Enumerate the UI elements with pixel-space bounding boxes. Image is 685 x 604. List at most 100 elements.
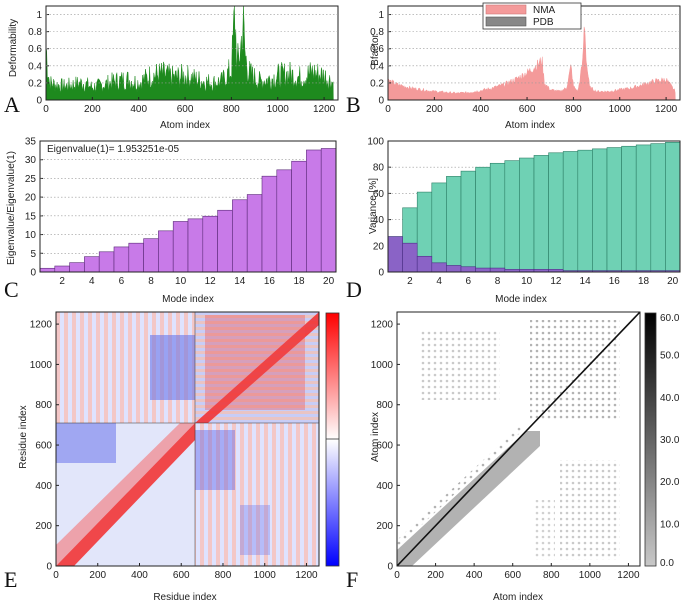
individual-variance-bar-1 — [387, 236, 403, 273]
panel-f-ylabel: Atom index — [370, 412, 381, 462]
panel-e-xtick-label-6: 1200 — [295, 570, 318, 581]
eigenvalue-bar-7 — [128, 242, 144, 273]
panel-label-b: B — [346, 92, 361, 117]
cumulative-variance-bar-20 — [665, 142, 681, 273]
panel-d-ytick-label-3: 60 — [373, 189, 385, 200]
eigenvalue-bar-11 — [187, 218, 204, 273]
heatmap-e-quadrant-bottom-right — [195, 423, 319, 566]
panel-a-ytick-label-1: 0.2 — [28, 78, 42, 89]
panel-b-xtick-label-4: 800 — [565, 104, 582, 115]
panel-b-xtick-label-3: 600 — [519, 104, 536, 115]
individual-variance-bar-4 — [431, 262, 447, 273]
heatmap-e-blue-region-4 — [240, 505, 270, 555]
colorbar-f-tick-label-5: 50.0 — [660, 351, 680, 362]
panel-e-ytick-label-0: 0 — [46, 562, 52, 573]
heatmap-f-offdiag-contacts-1 — [420, 330, 500, 400]
cumulative-variance-bar-4 — [431, 182, 447, 273]
panel-a-plot-area: 0 200 400 600 800 1000 1200 0 0.2 0.4 0.6 0.8 1 — [28, 5, 339, 115]
panel-b-ytick-label-0: 0 — [378, 96, 384, 107]
panel-e-xtick-label-1: 200 — [89, 570, 106, 581]
panel-f-ytick-label-5: 1000 — [371, 360, 394, 371]
panel-b-ytick-label-4: 0.8 — [370, 27, 384, 38]
cumulative-variance-bar-10 — [519, 157, 535, 273]
panel-d-xtick-label-5: 12 — [550, 276, 562, 287]
panel-f-colorbar — [644, 312, 657, 567]
panel-f-ytick-label-6: 1200 — [371, 320, 394, 331]
panel-f-ytick-label-2: 400 — [376, 481, 393, 492]
eigenvalue-bar-20 — [320, 148, 337, 273]
panel-b-legend: NMA PDB — [482, 2, 582, 30]
colorbar-f-tick-label-1: 10.0 — [660, 519, 680, 530]
panel-f-ytick-label-1: 200 — [376, 521, 393, 532]
cumulative-variance-bar-19 — [650, 143, 666, 273]
colorbar-f — [644, 312, 657, 567]
panel-a-ytick-label-2: 0.4 — [28, 61, 42, 72]
panel-d-ytick-label-4: 80 — [373, 163, 385, 174]
panel-labels: A B C D E F — [4, 92, 362, 592]
eigenvalue-bar-8 — [143, 238, 159, 273]
panel-f-xtick-label-4: 800 — [543, 570, 560, 581]
cumulative-variance-bar-6 — [460, 170, 476, 273]
panel-a-frame — [45, 5, 339, 101]
eigenvalue-bar-10 — [172, 221, 189, 273]
panel-c-ytick-label-5: 25 — [25, 174, 37, 185]
panel-f-xtick-label-0: 0 — [394, 570, 400, 581]
panel-e-ytick-label-3: 600 — [35, 441, 52, 452]
heatmap-f-offdiag-contacts-3 — [535, 500, 555, 560]
panel-c-xtick-label-5: 12 — [205, 276, 217, 287]
heatmap-f-diagonal-band-n — [397, 431, 540, 566]
eigenvalue-bar-9 — [158, 230, 174, 273]
panel-d-ytick-label-1: 20 — [373, 241, 385, 252]
panel-e-heatmap — [55, 311, 320, 567]
panel-a-ylabel: Deformability — [8, 19, 19, 77]
legend-swatch-nma — [485, 4, 527, 15]
cumulative-variance-bar-11 — [533, 155, 549, 273]
panel-a-xtick-label-0: 0 — [43, 104, 49, 115]
cumulative-variance-bar-5 — [446, 176, 462, 273]
panel-f-xtick-label-6: 1200 — [617, 570, 640, 581]
cumulative-variance-bar-8 — [489, 162, 506, 273]
panel-b-xtick-label-0: 0 — [385, 104, 391, 115]
legend-label-pdb: PDB — [533, 17, 554, 28]
individual-variance-bar-2 — [402, 242, 418, 273]
panel-b-ytick-label-2: 0.4 — [370, 61, 384, 72]
panel-b-xtick-label-1: 200 — [426, 104, 443, 115]
panel-c-ytick-label-4: 20 — [25, 193, 37, 204]
panel-d-xtick-label-0: 2 — [407, 276, 413, 287]
panel-c-xtick-label-8: 18 — [293, 276, 305, 287]
panel-d-xtick-label-6: 14 — [580, 276, 592, 287]
panel-e-correlation-map: Residue index Residue index 0 200 — [18, 311, 340, 603]
panel-d-xtick-label-4: 10 — [521, 276, 533, 287]
panel-d-plot-area: 0 20 40 60 80 100 2 4 6 8 10 12 14 16 18 20 — [367, 137, 681, 287]
panel-d-xtick-label-3: 8 — [495, 276, 501, 287]
eigenvalue-bar-4 — [84, 256, 100, 273]
panel-c-xtick-label-3: 8 — [148, 276, 154, 287]
panel-a-xtick-label-3: 600 — [177, 104, 194, 115]
panel-d-xtick-label-9: 20 — [667, 276, 679, 287]
panel-d-xtick-label-1: 4 — [436, 276, 442, 287]
panel-d-ytick-label-0: 0 — [378, 268, 384, 279]
eigenvalue-bar-5 — [98, 251, 115, 273]
eigenvalue-bar-14 — [232, 199, 248, 273]
heatmap-e-blue-region-3 — [195, 430, 235, 490]
panel-a-xtick-label-2: 400 — [130, 104, 147, 115]
panel-b-xtick-label-5: 1000 — [609, 104, 632, 115]
panel-c-ylabel: Eigenvalue/Eigenvalue(1) — [6, 151, 17, 265]
panel-b-ylabel: Bfactor — [370, 33, 381, 65]
panel-b-plot-area: 0 200 400 600 800 1000 1200 0 0.2 0.4 0.6 0.8 1 — [370, 5, 681, 115]
panel-e-ytick-label-5: 1000 — [30, 360, 53, 371]
eigenvalue-bar-1 — [39, 267, 56, 273]
eigenvalue-bar-18 — [291, 160, 307, 273]
panel-label-d: D — [346, 277, 362, 302]
panel-label-f: F — [346, 567, 358, 592]
panel-b-ytick-label-5: 1 — [378, 10, 384, 21]
panel-b-xlabel: Atom index — [505, 120, 555, 131]
panel-c-ytick-label-3: 15 — [25, 211, 37, 222]
cumulative-variance-bar-18 — [635, 144, 652, 273]
cumulative-variance-bar-16 — [606, 147, 622, 273]
panel-b-ytick-label-3: 0.6 — [370, 44, 384, 55]
heatmap-e-blue-region-1 — [150, 335, 195, 400]
panel-c-xtick-label-1: 4 — [89, 276, 95, 287]
panel-c-plot-area: 0 5 10 15 20 25 30 35 2 4 6 8 10 12 14 16 18 20 — [25, 137, 337, 287]
panel-a-ytick-label-0: 0 — [36, 96, 42, 107]
